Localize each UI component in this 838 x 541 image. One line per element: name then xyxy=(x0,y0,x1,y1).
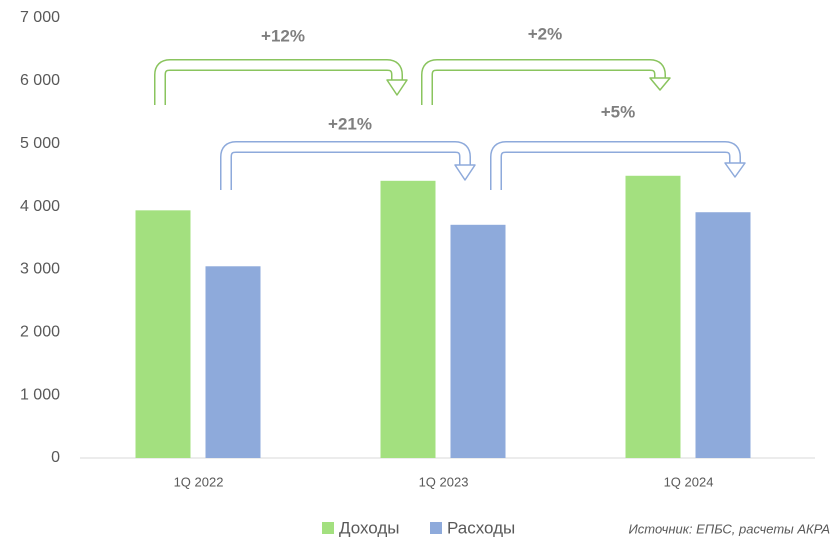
y-tick-label: 7 000 xyxy=(20,9,60,26)
bar xyxy=(380,180,436,459)
y-tick-label: 0 xyxy=(51,449,60,466)
bar xyxy=(450,224,506,458)
y-tick-label: 4 000 xyxy=(20,198,60,215)
arrow-head xyxy=(724,162,746,178)
arrow xyxy=(490,141,741,190)
bar xyxy=(625,175,681,458)
y-tick-label: 3 000 xyxy=(20,261,60,278)
bar xyxy=(135,210,191,458)
arrow xyxy=(155,60,402,106)
bar xyxy=(695,212,751,458)
y-tick-label: 6 000 xyxy=(20,72,60,89)
x-tick-label: 1Q 2024 xyxy=(664,474,714,489)
bar xyxy=(205,266,261,458)
arrow-head xyxy=(386,79,408,96)
annotation: +5% xyxy=(601,102,636,121)
y-tick-label: 2 000 xyxy=(20,324,60,341)
arrow xyxy=(221,142,470,191)
annotation: +2% xyxy=(528,24,563,43)
arrows xyxy=(154,59,746,191)
y-tick-label: 5 000 xyxy=(20,135,60,152)
source: Источник: ЕПБС, расчеты АКРА xyxy=(629,521,831,536)
legend-label: Расходы xyxy=(447,518,515,537)
arrow xyxy=(491,142,740,191)
annotation: +21% xyxy=(328,114,372,133)
legend-swatch xyxy=(322,522,334,534)
legend-label: Доходы xyxy=(339,518,400,537)
annotation: +12% xyxy=(261,26,305,45)
arrow xyxy=(154,59,403,105)
arrow xyxy=(421,59,666,105)
arrow-head xyxy=(649,77,671,91)
x-tick-label: 1Q 2023 xyxy=(419,474,469,489)
arrow xyxy=(422,60,665,106)
arrow-head xyxy=(454,164,476,181)
y-tick-label: 1 000 xyxy=(20,386,60,403)
legend-swatch xyxy=(430,522,442,534)
x-tick-label: 1Q 2022 xyxy=(174,474,224,489)
